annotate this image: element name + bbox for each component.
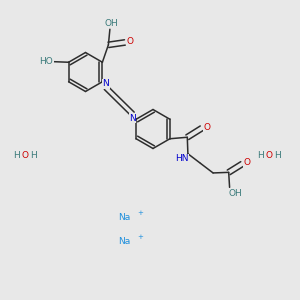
Text: OH: OH <box>228 189 242 198</box>
Text: OH: OH <box>104 19 118 28</box>
Text: H: H <box>258 152 264 160</box>
Text: H: H <box>13 152 20 160</box>
Text: +: + <box>137 210 143 216</box>
Text: HN: HN <box>175 154 189 163</box>
Text: N: N <box>103 79 110 88</box>
Text: O: O <box>21 152 28 160</box>
Text: N: N <box>129 113 136 122</box>
Text: +: + <box>137 234 143 240</box>
Text: O: O <box>266 152 273 160</box>
Text: O: O <box>244 158 251 167</box>
Text: H: H <box>30 152 37 160</box>
Text: H: H <box>274 152 281 160</box>
Text: O: O <box>127 37 134 46</box>
Text: Na: Na <box>118 213 130 222</box>
Text: Na: Na <box>118 237 130 246</box>
Text: O: O <box>203 122 210 131</box>
Text: HO: HO <box>40 57 53 66</box>
